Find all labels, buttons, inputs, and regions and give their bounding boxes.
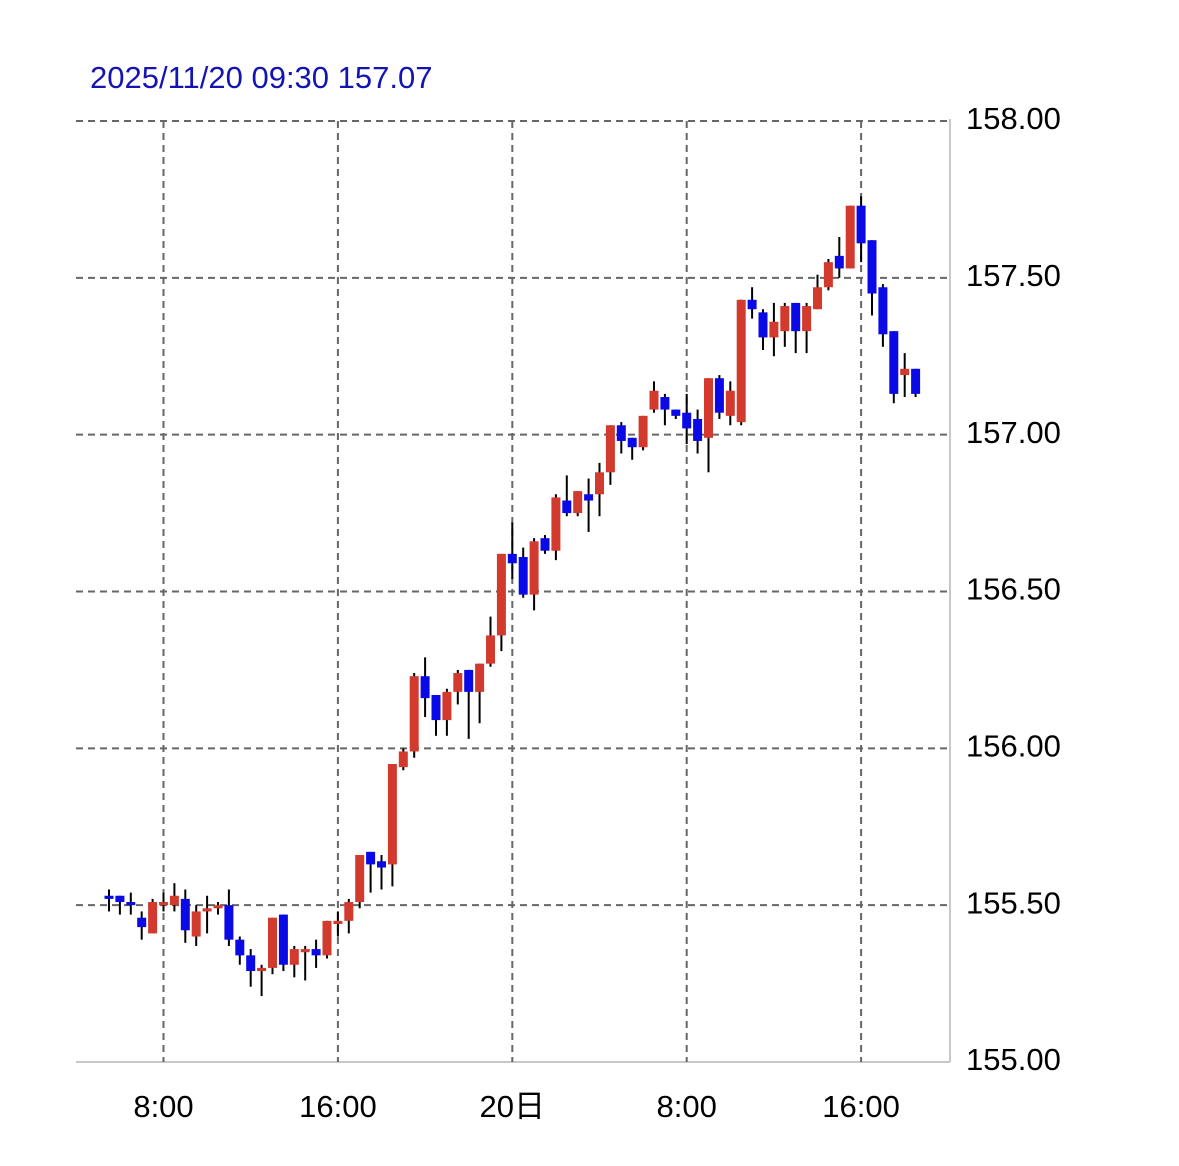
x-tick-label: 16:00 [822, 1089, 900, 1124]
candle-body [191, 911, 201, 937]
candle-body [278, 914, 288, 965]
candle-body [682, 412, 692, 429]
candle-body [333, 920, 343, 924]
candle-body [867, 240, 877, 294]
candle-body [115, 895, 125, 903]
candle-body [856, 205, 866, 244]
candle-body [736, 299, 746, 423]
y-tick-label: 155.50 [966, 885, 1061, 920]
candle-body [595, 472, 604, 495]
candle-body [638, 415, 648, 448]
candle-body [714, 378, 724, 413]
candle-body [344, 902, 354, 921]
y-tick-label: 158.00 [966, 101, 1061, 136]
candle-body [366, 851, 376, 865]
candle-body [584, 494, 594, 501]
candle-body [791, 302, 801, 332]
candle-body [137, 917, 147, 928]
candle-body [453, 673, 463, 692]
y-tick-label: 157.50 [966, 258, 1061, 293]
candle-body [573, 491, 583, 514]
candle-body [159, 902, 168, 906]
candle-body [551, 497, 561, 551]
candle-body [725, 390, 735, 416]
candle-body [246, 955, 256, 972]
candle-body [758, 312, 768, 338]
candle-body [518, 556, 528, 595]
candle-body [398, 751, 408, 768]
candle-body [104, 895, 114, 899]
candle-body [802, 306, 812, 332]
candle-body [823, 262, 833, 288]
candle-body [616, 425, 626, 441]
candle-body [813, 287, 822, 310]
candle-body [355, 854, 365, 903]
candle-body [660, 397, 670, 410]
candle-body [769, 321, 779, 338]
candle-body [562, 500, 572, 514]
x-tick-label: 8:00 [133, 1089, 193, 1124]
candle-body [213, 905, 223, 909]
y-tick-label: 156.00 [966, 729, 1061, 764]
candle-body [202, 908, 212, 912]
candle-body [322, 920, 332, 956]
candle-body [126, 902, 136, 906]
y-tick-label: 155.00 [966, 1042, 1061, 1077]
candle-body [409, 676, 419, 752]
candle-body [268, 917, 277, 968]
candle-body [496, 553, 506, 636]
candle-body [605, 425, 615, 473]
chart-title: 2025/11/20 09:30 157.07 [90, 60, 432, 95]
candle-body [747, 299, 757, 310]
x-tick-label: 16:00 [299, 1089, 377, 1124]
candle-body [834, 255, 844, 269]
x-tick-label: 20日 [480, 1089, 545, 1124]
candle-body [475, 663, 485, 692]
candle-body [180, 898, 190, 931]
candle-body [671, 409, 681, 416]
candle-body [464, 669, 474, 692]
candle-body [377, 861, 386, 868]
candle-body [300, 949, 310, 953]
candle-body [845, 205, 855, 269]
candle-body [442, 691, 452, 721]
candle-body [878, 287, 888, 335]
candle-body [529, 541, 539, 595]
candle-body [900, 368, 910, 376]
candle-body [486, 635, 495, 664]
candle-body [431, 695, 441, 721]
candle-body [649, 390, 659, 410]
candle-body [387, 764, 397, 865]
candle-body [627, 437, 637, 448]
x-tick-label: 8:00 [657, 1089, 717, 1124]
candle-body [257, 967, 267, 972]
candle-body [780, 306, 790, 332]
candle-body [693, 418, 703, 441]
y-tick-label: 157.00 [966, 415, 1061, 450]
candle-body [289, 949, 299, 965]
candle-body [540, 538, 550, 551]
candle-body [507, 553, 517, 564]
candle-body [311, 949, 321, 956]
y-tick-label: 156.50 [966, 572, 1061, 607]
candle-body [148, 902, 158, 934]
candle-body [169, 895, 179, 906]
candle-body [420, 676, 430, 699]
candle-body [224, 905, 234, 940]
candle-body [889, 331, 899, 394]
candle-body [235, 939, 245, 956]
candle-body [911, 368, 921, 394]
candle-body [704, 378, 713, 438]
